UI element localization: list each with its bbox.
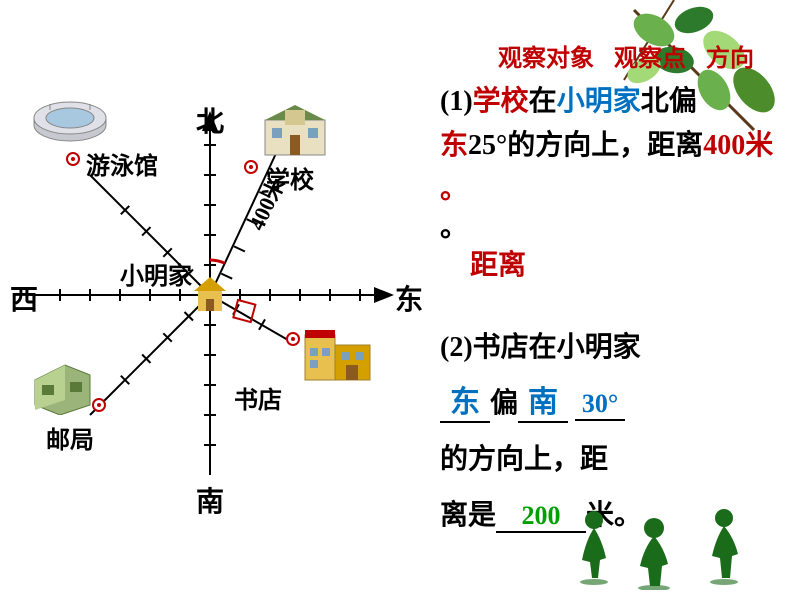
children-silhouette — [564, 500, 764, 590]
q1-angle: 25° — [468, 130, 507, 161]
bookstore-marker — [286, 332, 300, 346]
q1-prefix: (1) — [440, 86, 473, 117]
q2-blank3: 30° — [575, 388, 625, 421]
compass-diagram: 400米 北 南 东 西 小明家 学校 游泳馆 邮局 — [10, 80, 430, 520]
pool-label: 游泳馆 — [86, 146, 158, 181]
q1-dist: 400米 — [703, 130, 773, 161]
q2-line3a: 离是 — [440, 500, 496, 531]
pool-marker — [66, 152, 80, 166]
q1-distance-label: 距离 — [470, 244, 780, 288]
q2-part1: 书店在小明家 — [473, 332, 641, 363]
label-direction: 方向 — [706, 38, 754, 73]
school-icon — [260, 100, 330, 160]
label-observe-point: 观察点 — [614, 38, 686, 73]
q1-home: 小明家 — [557, 86, 641, 117]
q1-school: 学校 — [473, 86, 529, 117]
q1-east: 东 — [440, 130, 468, 161]
question-1: (1)学校在小明家北偏 东25°的方向上，距离400米 。 。 距离 — [440, 80, 780, 288]
north-label: 北 — [196, 100, 224, 140]
q2-prefix: (2) — [440, 332, 473, 363]
school-label: 学校 — [266, 160, 314, 195]
q2-blank1: 东 — [440, 385, 490, 423]
q2-blank2: 南 — [518, 385, 568, 423]
q1-northto: 北偏 — [641, 86, 697, 117]
bookstore-label: 书店 — [234, 380, 282, 415]
q2-line2: 的方向上，距 — [440, 432, 780, 488]
home-icon — [190, 275, 230, 315]
bookstore-icon — [300, 320, 375, 385]
east-label: 东 — [395, 278, 423, 318]
q1-suffix1: 的方向上，距离 — [507, 130, 703, 161]
school-marker — [244, 160, 258, 174]
q1-at: 在 — [529, 86, 557, 117]
label-observe-object: 观察对象 — [498, 38, 594, 73]
west-label: 西 — [10, 278, 38, 318]
post-label: 邮局 — [46, 420, 94, 455]
q1-mi-label: 。 — [440, 174, 468, 205]
header-labels: 观察对象 观察点 方向 — [498, 38, 754, 73]
q2-mid1: 偏 — [490, 388, 518, 419]
q1-period: 。 — [440, 212, 468, 243]
post-icon — [30, 360, 95, 415]
center-label: 小明家 — [120, 256, 192, 291]
post-marker — [92, 398, 106, 412]
south-label: 南 — [196, 480, 224, 520]
pool-icon — [30, 90, 110, 145]
